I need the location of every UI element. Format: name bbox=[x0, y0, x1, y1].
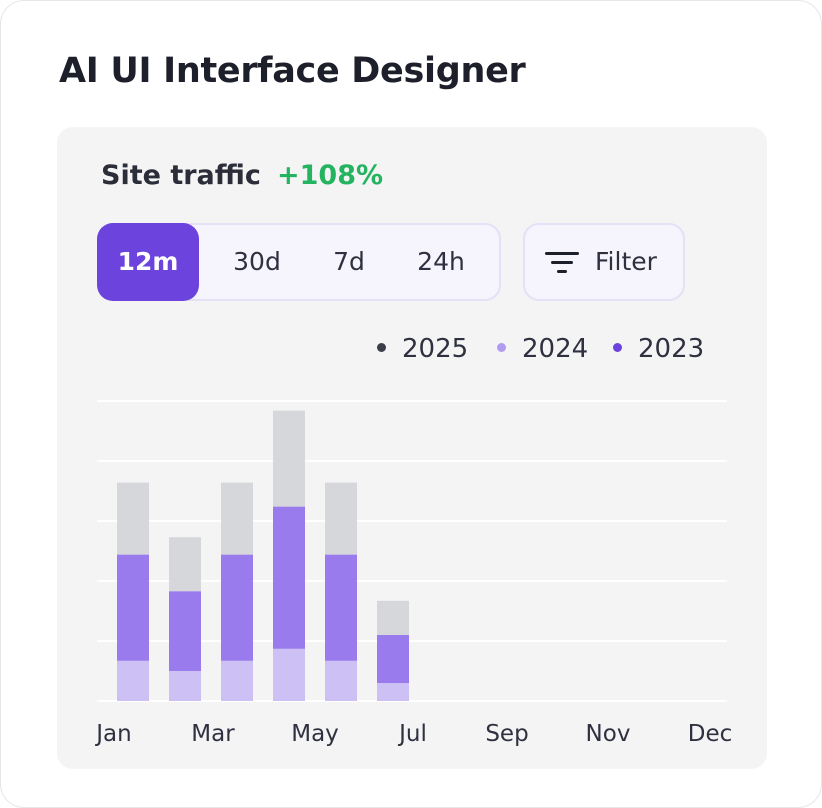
legend-dot-2023 bbox=[613, 343, 622, 352]
bar-jun-2025 bbox=[377, 600, 409, 635]
bar-apr-2025 bbox=[273, 410, 305, 507]
range-12m-button[interactable]: 12m bbox=[97, 223, 199, 301]
filter-button[interactable]: Filter bbox=[523, 223, 685, 301]
legend-item-2023: 2023 bbox=[613, 331, 704, 367]
bar-may-2025 bbox=[325, 482, 357, 555]
legend-item-2025: 2025 bbox=[377, 331, 468, 367]
legend-label-2023: 2023 bbox=[638, 334, 705, 364]
page-title: AI UI Interface Designer bbox=[59, 51, 526, 91]
time-range-selector: 12m 30d 7d 24h bbox=[97, 223, 501, 301]
range-7d-button[interactable]: 7d bbox=[333, 247, 365, 276]
legend-item-2024: 2024 bbox=[497, 331, 588, 367]
bar-jan-2025 bbox=[117, 482, 149, 555]
legend-dot-2024 bbox=[497, 343, 506, 352]
legend-dot-2025 bbox=[377, 343, 386, 352]
legend-label-2024: 2024 bbox=[522, 334, 589, 364]
bar-feb-2023 bbox=[169, 671, 201, 701]
x-tick-label-jan: Jan bbox=[94, 721, 131, 747]
x-tick-label-jul: Jul bbox=[397, 721, 427, 747]
bar-may-2024 bbox=[325, 554, 357, 661]
bar-mar-2025 bbox=[221, 482, 253, 555]
range-24h-button[interactable]: 24h bbox=[417, 247, 465, 276]
bar-jan-2023 bbox=[117, 660, 149, 701]
bar-may-2023 bbox=[325, 660, 357, 701]
legend-label-2025: 2025 bbox=[402, 334, 469, 364]
bar-jun-2024 bbox=[377, 635, 409, 683]
bar-feb-2025 bbox=[169, 537, 201, 592]
traffic-change-badge: +108% bbox=[277, 160, 384, 191]
x-tick-label-dec: Dec bbox=[688, 721, 733, 747]
x-tick-label-mar: Mar bbox=[191, 721, 235, 747]
bar-feb-2024 bbox=[169, 591, 201, 671]
bar-apr-2024 bbox=[273, 506, 305, 649]
x-tick-label-nov: Nov bbox=[586, 721, 631, 747]
bar-jan-2024 bbox=[117, 554, 149, 661]
filter-label: Filter bbox=[595, 247, 657, 276]
bar-apr-2023 bbox=[273, 648, 305, 701]
site-traffic-card: Site traffic +108% 12m 30d 7d 24h Filter… bbox=[57, 127, 767, 769]
traffic-bar-chart: Jan Mar May Jul Sep Nov Dec bbox=[94, 400, 733, 747]
x-tick-label-may: May bbox=[291, 721, 339, 747]
bar-mar-2024 bbox=[221, 554, 253, 661]
bar-mar-2023 bbox=[221, 660, 253, 701]
range-30d-button[interactable]: 30d bbox=[233, 247, 281, 276]
bar-jun-2023 bbox=[377, 683, 409, 701]
x-tick-label-sep: Sep bbox=[485, 721, 528, 747]
filter-icon bbox=[545, 252, 579, 273]
card-title: Site traffic bbox=[101, 160, 261, 191]
